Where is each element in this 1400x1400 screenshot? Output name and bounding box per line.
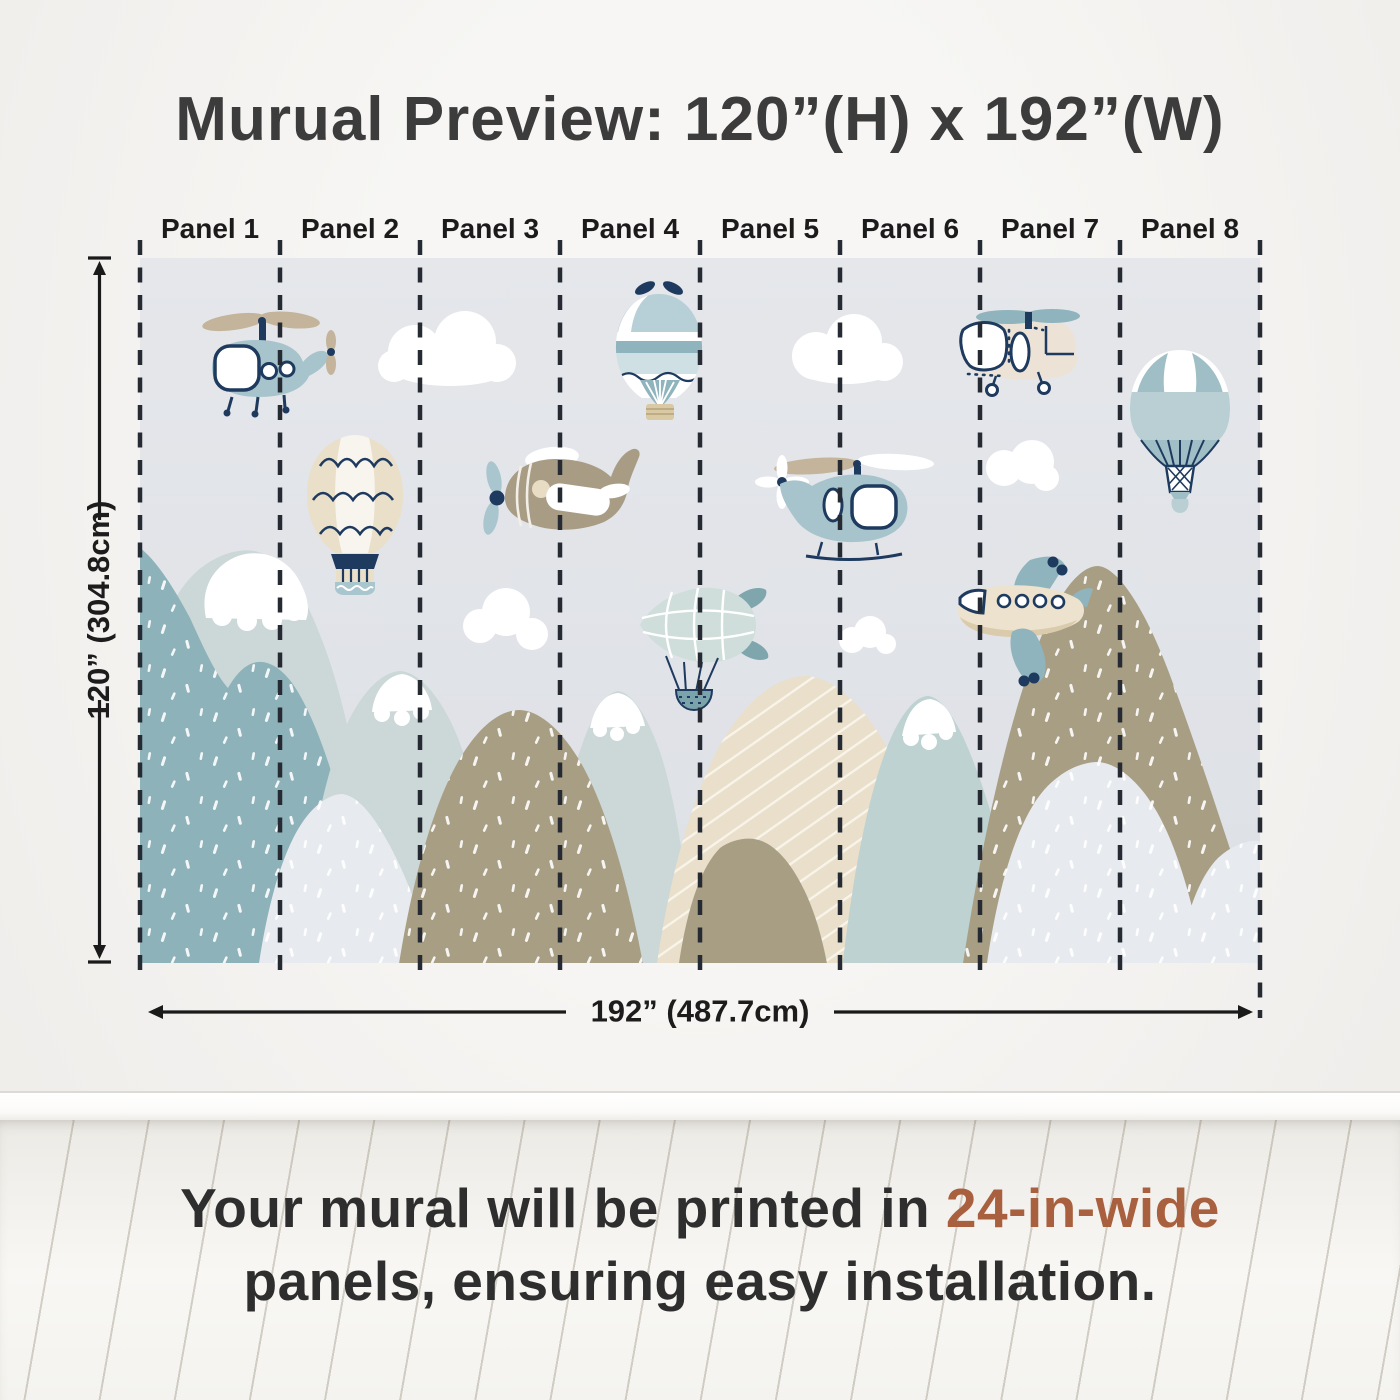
footer-highlight: 24-in-wide	[945, 1177, 1220, 1239]
hot-air-balloon-icon	[1130, 350, 1230, 513]
snow-cap	[590, 693, 645, 741]
panel-label: Panel 4	[580, 213, 680, 244]
panel-label: Panel 3	[440, 213, 540, 244]
cloud-icon	[839, 616, 896, 654]
panel-labels: Panel 1 Panel 2 Panel 3 Panel 4 Panel 5 …	[0, 213, 1400, 247]
passenger-plane-icon	[958, 556, 1093, 687]
propeller-plane-icon	[483, 446, 640, 535]
footer-note: Your mural will be printed in 24-in-wide…	[0, 1172, 1400, 1318]
mountain-taupe-small	[679, 838, 827, 963]
cloud-icon	[986, 440, 1059, 491]
footer-line-2: panels, ensuring easy installation.	[243, 1250, 1157, 1312]
helicopter-icon	[755, 453, 934, 562]
wood-floor	[0, 1118, 1400, 1400]
page-title: Murual Preview: 120”(H) x 192”(W)	[175, 85, 1225, 154]
clouds	[378, 311, 1059, 654]
cloud-icon	[463, 588, 548, 650]
panel-label: Panel 5	[720, 213, 820, 244]
panel-label: Panel 1	[160, 213, 260, 244]
hot-air-balloon-icon	[306, 435, 404, 595]
hot-air-balloon-icon	[615, 281, 703, 420]
footer-text: Your mural will be printed in	[180, 1177, 946, 1239]
helicopter-icon	[202, 311, 336, 418]
panel-label: Panel 7	[1000, 213, 1100, 244]
height-dimension-label: 120” (304.8cm)	[81, 500, 116, 720]
mountains	[140, 548, 1260, 963]
panel-cut-lines	[137, 240, 1263, 1018]
gyrocopter-icon	[959, 309, 1080, 397]
width-dimension-arrow	[148, 1005, 1253, 1019]
footer-line-1: Your mural will be printed in 24-in-wide	[0, 1172, 1400, 1245]
width-dimension-label: 192” (487.7cm)	[590, 993, 810, 1029]
panel-label: Panel 6	[860, 213, 960, 244]
height-dimension-arrow	[88, 256, 111, 964]
snow-cap	[902, 699, 956, 750]
panel-label: Panel 8	[1140, 213, 1240, 244]
panel-label: Panel 2	[300, 213, 400, 244]
wall-baseboard	[0, 1091, 1400, 1120]
mural-artwork	[140, 258, 1260, 963]
snow-cap	[372, 674, 432, 726]
